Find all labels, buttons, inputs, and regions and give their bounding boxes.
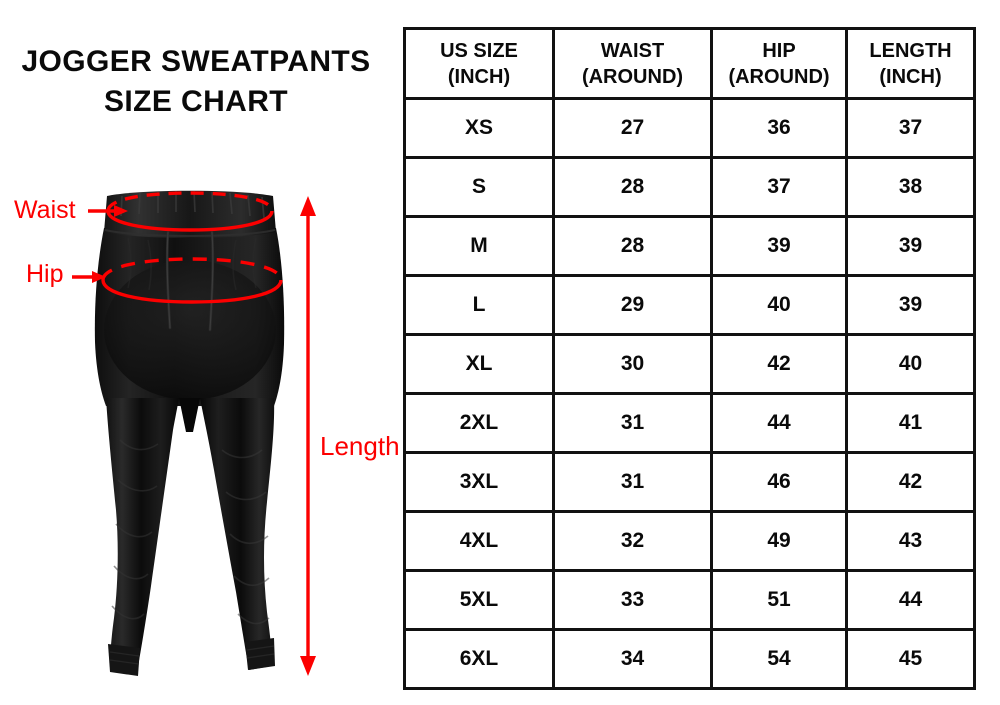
cell-size: 5XL [403,569,555,631]
cell-waist: 30 [552,333,713,395]
cell-waist: 29 [552,274,713,336]
column-header-waist: WAIST (AROUND) [552,27,713,100]
jogger-sweatpants-illustration [0,0,400,705]
cell-size: XS [403,97,555,159]
table-row: XL 30 42 40 [403,333,976,395]
table-header-row: US SIZE (INCH) WAIST (AROUND) HIP (AROUN… [403,27,976,100]
cell-length: 39 [845,274,976,336]
column-header-us-size: US SIZE (INCH) [403,27,555,100]
cell-hip: 40 [710,274,848,336]
length-label: Length [320,431,400,461]
cell-length: 41 [845,392,976,454]
cell-hip: 44 [710,392,848,454]
cell-hip: 37 [710,156,848,218]
column-header-us-size-line-1: US SIZE [440,39,518,62]
column-header-length: LENGTH (INCH) [845,27,976,100]
cell-length: 39 [845,215,976,277]
cell-waist: 32 [552,510,713,572]
table-row: S 28 37 38 [403,156,976,218]
table-row: L 29 40 39 [403,274,976,336]
page-title-line-2: SIZE CHART [104,85,288,118]
column-header-length-line-2: (INCH) [879,65,942,88]
column-header-hip-line-1: HIP [762,39,796,62]
cell-hip: 42 [710,333,848,395]
cell-length: 40 [845,333,976,395]
cell-waist: 28 [552,215,713,277]
cell-size: M [403,215,555,277]
hip-label: Hip [26,260,64,288]
waist-label: Waist [14,196,76,224]
page-title: JOGGER SWEATPANTS SIZE CHART [0,42,392,122]
cell-hip: 39 [710,215,848,277]
cell-size: 2XL [403,392,555,454]
table-row: 6XL 34 54 45 [403,628,976,690]
column-header-hip-line-2: (AROUND) [728,65,830,88]
cell-length: 42 [845,451,976,513]
cell-hip: 46 [710,451,848,513]
cell-size: L [403,274,555,336]
cell-waist: 28 [552,156,713,218]
cell-length: 45 [845,628,976,690]
cell-size: 3XL [403,451,555,513]
table-row: 4XL 32 49 43 [403,510,976,572]
cell-size: S [403,156,555,218]
table-row: XS 27 36 37 [403,97,976,159]
table-row: 5XL 33 51 44 [403,569,976,631]
cell-size: 6XL [403,628,555,690]
cell-size: 4XL [403,510,555,572]
column-header-length-line-1: LENGTH [869,39,952,62]
cell-waist: 31 [552,392,713,454]
page-title-line-1: JOGGER SWEATPANTS [21,45,371,78]
cell-waist: 33 [552,569,713,631]
cell-waist: 31 [552,451,713,513]
size-chart-table: US SIZE (INCH) WAIST (AROUND) HIP (AROUN… [403,27,976,690]
cell-hip: 51 [710,569,848,631]
cell-hip: 54 [710,628,848,690]
cell-hip: 36 [710,97,848,159]
cell-length: 44 [845,569,976,631]
cell-length: 43 [845,510,976,572]
table-row: 3XL 31 46 42 [403,451,976,513]
cell-size: XL [403,333,555,395]
illustration-panel: JOGGER SWEATPANTS SIZE CHART [0,0,400,705]
table-row: M 28 39 39 [403,215,976,277]
column-header-us-size-line-2: (INCH) [447,65,511,88]
cell-length: 37 [845,97,976,159]
cell-hip: 49 [710,510,848,572]
column-header-hip: HIP (AROUND) [710,27,848,100]
table-row: 2XL 31 44 41 [403,392,976,454]
column-header-waist-line-2: (AROUND) [581,65,684,88]
cell-waist: 34 [552,628,713,690]
cell-waist: 27 [552,97,713,159]
cell-length: 38 [845,156,976,218]
column-header-waist-line-1: WAIST [600,39,665,62]
